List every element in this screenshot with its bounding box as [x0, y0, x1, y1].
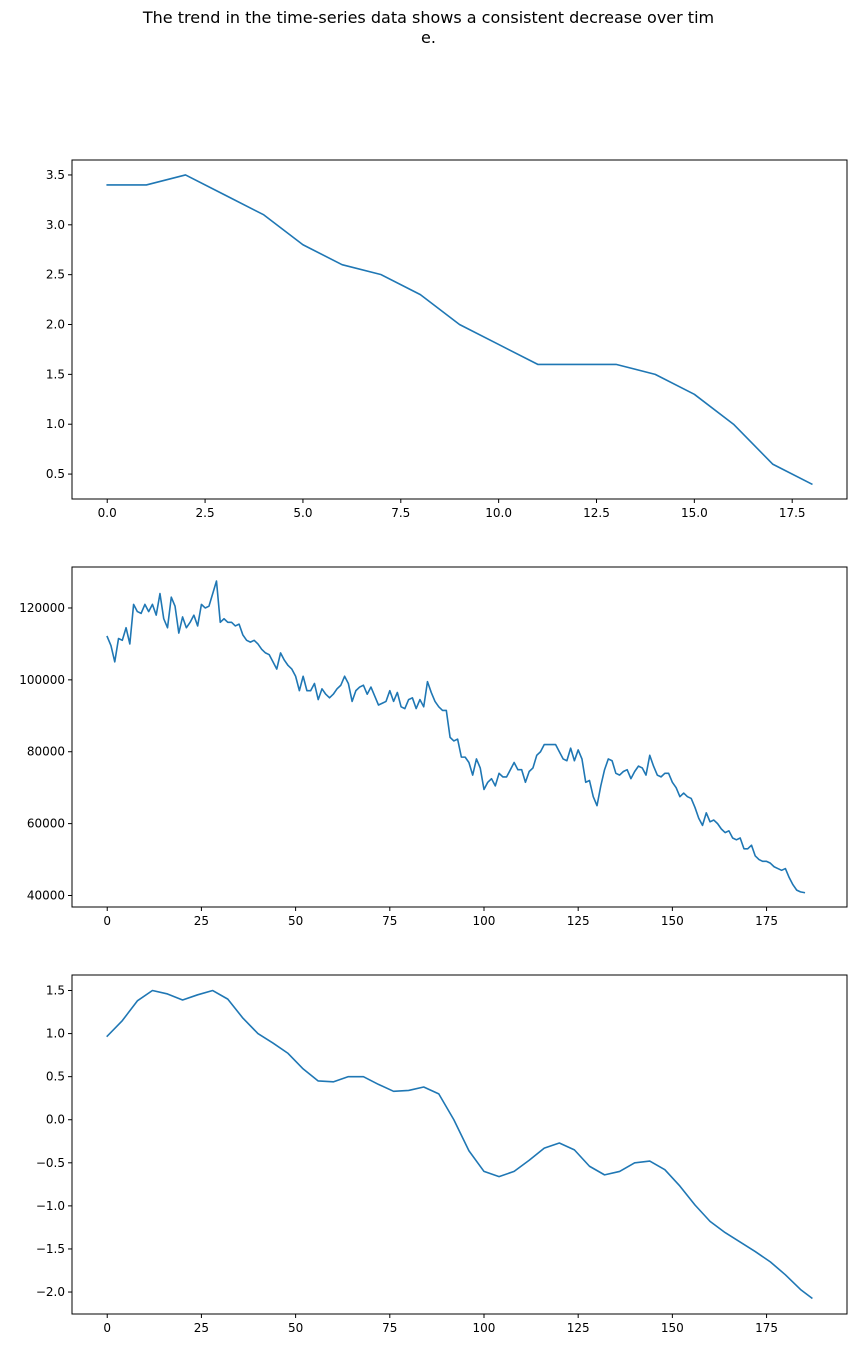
y-tick-label: 60000: [27, 817, 65, 831]
figure-title-line-2: e.: [421, 28, 436, 47]
x-tick-label: 0.0: [98, 506, 117, 520]
y-tick-label: 1.0: [46, 1027, 65, 1041]
x-tick-label: 10.0: [485, 506, 512, 520]
y-tick-label: −1.5: [36, 1242, 65, 1256]
subplot-2: 0 25 50 75 100 125 150 175 40000 60000 80000 100000…: [19, 566, 848, 928]
y-tick-label: 80000: [27, 745, 65, 759]
x-tick-label: 150: [661, 1321, 684, 1335]
y-tick-label: 1.5: [46, 367, 65, 381]
axes-frame-1: [71, 159, 848, 500]
x-tick-label: 75: [382, 914, 397, 928]
y-tick-label: 0.5: [46, 467, 65, 481]
x-tick-label: 7.5: [391, 506, 410, 520]
x-tick-label: 100: [473, 914, 496, 928]
y-tick-label: 2.5: [46, 268, 65, 282]
x-tick-label: 5.0: [293, 506, 312, 520]
x-tick-label: 50: [288, 1321, 303, 1335]
x-tick-label: 12.5: [583, 506, 610, 520]
series-line-2: [106, 580, 806, 894]
y-tick-label: 1.5: [46, 984, 65, 998]
y-tick-label: 120000: [19, 601, 65, 615]
y-tick-label: 3.5: [46, 168, 65, 182]
subplot-1: 0.0 2.5 5.0 7.5 10.0 12.5 15.0 17.5 0.5 1.0 1.5 2.0…: [46, 159, 848, 520]
y-tick-label: 100000: [19, 673, 65, 687]
figure-title-line-1: The trend in the time-series data shows …: [142, 8, 715, 27]
y-tick-label: −0.5: [36, 1156, 65, 1170]
x-tick-label: 15.0: [681, 506, 708, 520]
x-tick-label: 25: [194, 914, 209, 928]
x-tick-label: 0: [103, 914, 111, 928]
x-tick-label: 50: [288, 914, 303, 928]
x-tick-label: 150: [661, 914, 684, 928]
y-tick-label: 0.0: [46, 1113, 65, 1127]
y-tick-label: 1.0: [46, 417, 65, 431]
x-tick-label: 17.5: [779, 506, 806, 520]
y-tick-label: 0.5: [46, 1070, 65, 1084]
x-tick-label: 0: [103, 1321, 111, 1335]
series-line-3: [106, 989, 813, 1300]
y-tick-label: −1.0: [36, 1199, 65, 1213]
axes-frame-2: [71, 566, 848, 908]
figure-title: The trend in the time-series data shows …: [0, 8, 857, 48]
x-tick-label: 100: [473, 1321, 496, 1335]
x-tick-label: 75: [382, 1321, 397, 1335]
subplot-3: 0 25 50 75 100 125 150 175 1.5 1.0 0.5 0.0 −0.5 −1.0 −…: [36, 974, 848, 1335]
series-line-1: [106, 174, 813, 486]
y-tick-label: 3.0: [46, 218, 65, 232]
x-tick-label: 2.5: [196, 506, 215, 520]
x-tick-label: 175: [755, 914, 778, 928]
y-tick-label: −2.0: [36, 1285, 65, 1299]
x-tick-label: 125: [567, 914, 590, 928]
x-tick-label: 25: [194, 1321, 209, 1335]
x-tick-label: 125: [567, 1321, 590, 1335]
y-tick-label: 40000: [27, 888, 65, 902]
x-tick-label: 175: [755, 1321, 778, 1335]
y-tick-label: 2.0: [46, 318, 65, 332]
axes-frame-3: [71, 974, 848, 1315]
